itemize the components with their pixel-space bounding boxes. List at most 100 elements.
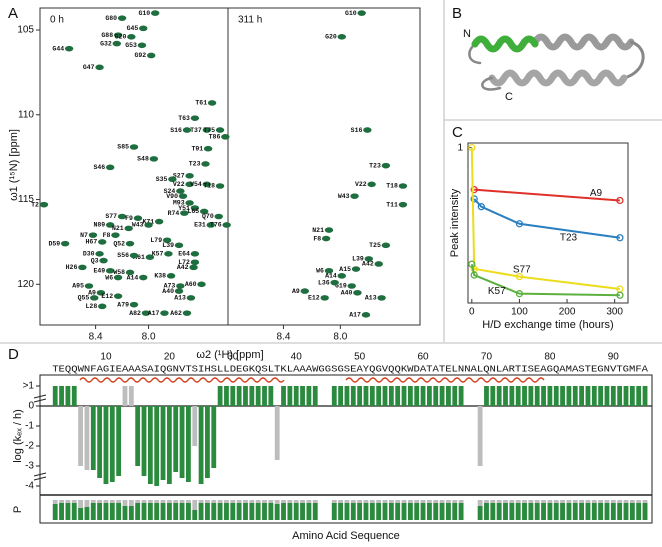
bar — [154, 406, 160, 486]
data-point — [616, 196, 624, 205]
bar — [382, 503, 388, 520]
bar — [439, 386, 445, 406]
bar — [166, 406, 172, 484]
bar — [452, 386, 458, 406]
peak — [201, 161, 210, 167]
peak-label: R74 — [168, 210, 180, 217]
peak-label: V22 — [173, 181, 185, 188]
ribbon-loop — [481, 76, 502, 91]
bar — [433, 386, 439, 406]
y-tick-label: 120 — [17, 279, 34, 290]
bar — [262, 503, 267, 520]
peak-label: A17 — [349, 312, 361, 319]
helix-highlight — [471, 35, 539, 53]
bar — [407, 386, 413, 406]
peak — [60, 240, 70, 247]
peak — [189, 264, 198, 271]
bar — [439, 503, 445, 520]
peak-label: T63 — [178, 115, 190, 122]
bar — [338, 386, 344, 406]
bar — [147, 503, 153, 520]
peak — [186, 295, 196, 301]
bar — [623, 503, 629, 520]
y-tick-label: 0 — [28, 401, 34, 412]
y-axis-label: Peak intensity — [449, 188, 461, 257]
bar — [344, 386, 350, 406]
bar — [59, 386, 64, 406]
bar — [192, 510, 198, 520]
bar — [553, 386, 559, 406]
bar — [369, 503, 375, 520]
series-label: S77 — [513, 265, 531, 276]
bar — [541, 386, 546, 406]
bar — [160, 406, 166, 480]
bar — [103, 503, 109, 520]
peak — [88, 232, 98, 238]
bar — [642, 503, 648, 520]
bar — [84, 406, 90, 470]
bar — [395, 386, 401, 406]
peak — [39, 201, 49, 208]
peak-label: S16 — [351, 127, 363, 134]
bar — [503, 386, 508, 406]
peak — [300, 288, 309, 294]
n-terminus: N — [463, 28, 471, 40]
bar — [224, 503, 229, 520]
bar — [300, 503, 305, 520]
peak-label: G80 — [105, 15, 117, 22]
bar — [236, 503, 242, 520]
y-tick-label: 115 — [18, 194, 34, 205]
bar — [610, 503, 616, 520]
bar — [591, 386, 597, 406]
bar — [154, 503, 160, 520]
peak — [182, 127, 192, 133]
bar — [287, 503, 293, 520]
bar — [598, 503, 604, 520]
bar — [71, 503, 77, 520]
helix — [488, 69, 628, 87]
bar — [160, 503, 166, 520]
bar — [522, 503, 527, 520]
peak — [214, 213, 223, 220]
peak — [190, 259, 200, 266]
bar — [65, 503, 71, 520]
data-point — [468, 260, 476, 268]
x-axis-label: H/D exchange time (hours) — [482, 319, 613, 331]
bar — [591, 503, 597, 520]
bar — [287, 386, 293, 406]
peak-label: G32 — [100, 40, 112, 47]
peak — [105, 267, 115, 274]
peak — [320, 295, 329, 301]
bar — [604, 386, 610, 406]
x-tick-label: 8.0 — [142, 332, 156, 343]
y-axis-label: log (kₑₓ / h) — [12, 409, 24, 463]
bar — [446, 503, 451, 520]
peak — [154, 218, 164, 225]
peak — [95, 64, 104, 71]
peak-label: Y51 — [178, 205, 190, 212]
bar — [135, 406, 141, 466]
peak — [111, 232, 120, 238]
peak-label: N7 — [80, 232, 88, 239]
peak — [98, 239, 107, 245]
bar — [255, 503, 261, 520]
bar — [331, 503, 337, 520]
x-tick-label: 8.0 — [333, 332, 347, 343]
bar — [484, 503, 489, 520]
y-axis-label: P — [12, 506, 24, 513]
peak-label: A60 — [185, 281, 197, 288]
y-tick-label: -1 — [25, 421, 34, 432]
data-point — [470, 271, 478, 279]
x-tick-label: 80 — [544, 352, 556, 363]
bar — [560, 386, 565, 406]
peak-label: L28 — [86, 303, 98, 310]
bar — [477, 506, 483, 520]
peak-label: S85 — [117, 144, 129, 151]
bar — [166, 503, 172, 520]
peak-label: A17 — [148, 310, 160, 317]
data-point — [515, 272, 524, 281]
bar — [623, 386, 629, 406]
peak — [117, 213, 127, 220]
bar — [173, 406, 179, 472]
bar — [496, 503, 502, 520]
